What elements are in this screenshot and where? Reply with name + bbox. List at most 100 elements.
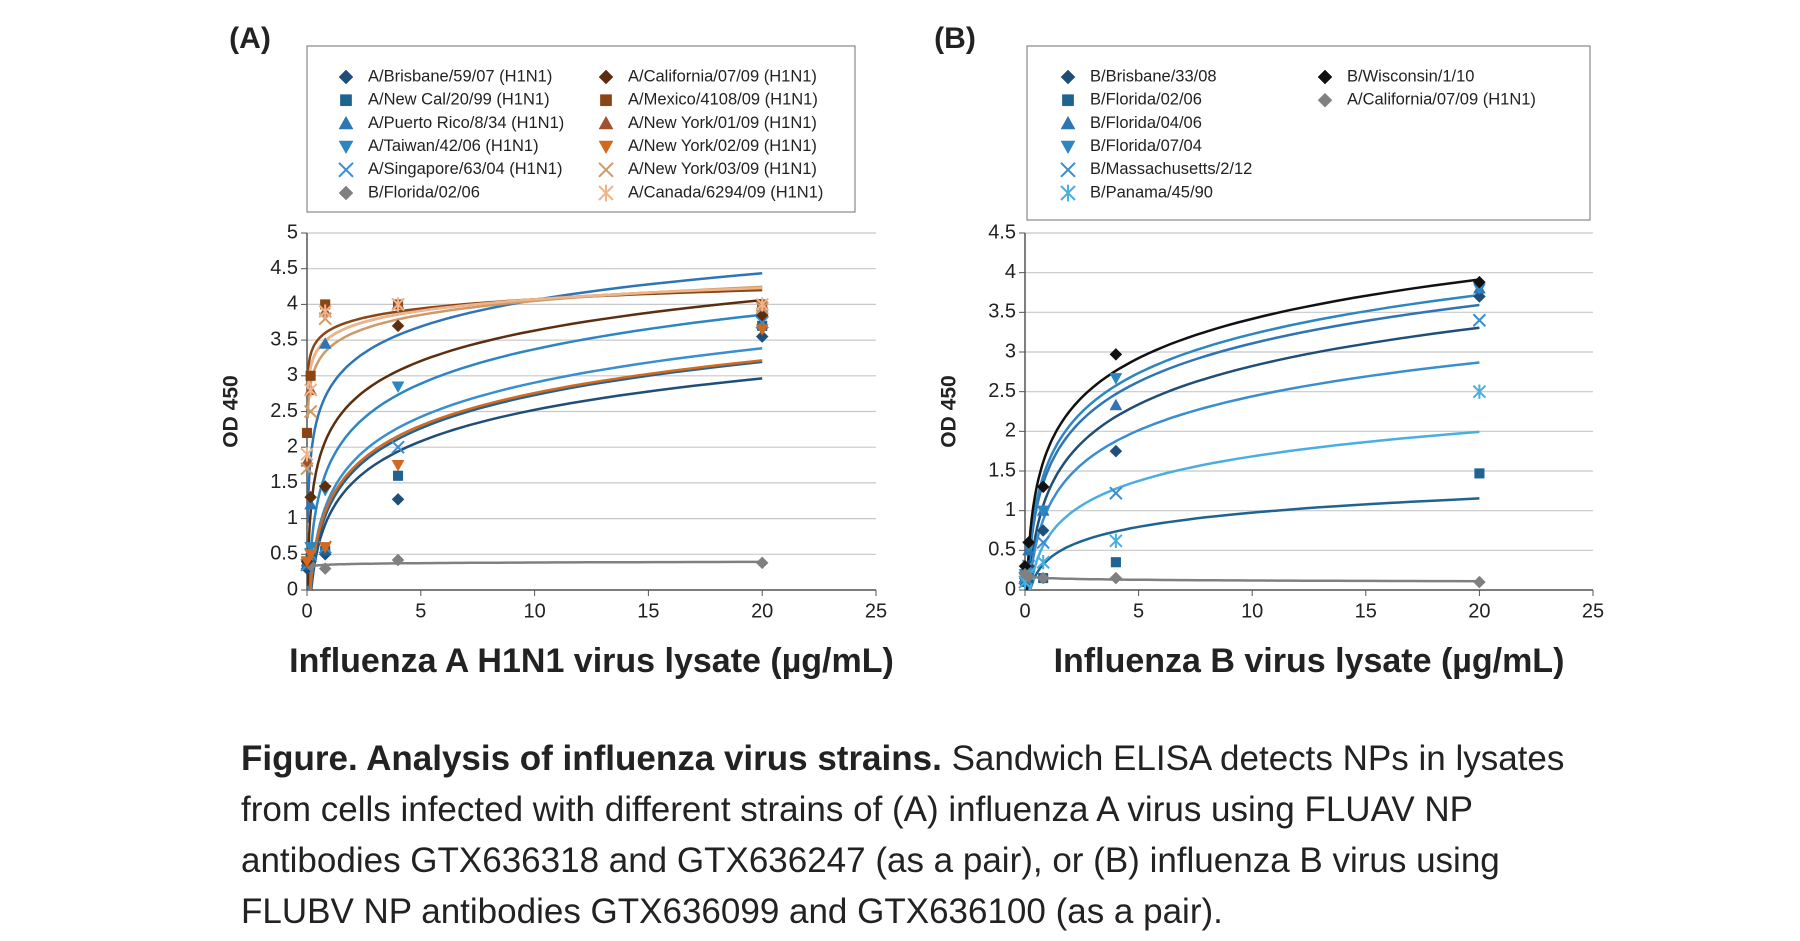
trend-line [1025,573,1480,583]
y-tick-label: 0 [1005,578,1016,600]
legend-label: A/New York/02/09 (H1N1) [628,137,817,155]
x-axis-title: Influenza A H1N1 virus lysate (µg/mL) [289,642,894,680]
data-point [1036,480,1050,494]
legend-marker [598,184,614,202]
y-tick-label: 3.5 [270,328,298,350]
data-point [1472,384,1487,399]
data-point [1473,275,1486,289]
data-point [1036,571,1050,585]
legend-marker [1060,140,1076,155]
legend-label: B/Florida/04/06 [1090,114,1202,132]
trend-line [310,377,763,590]
data-point [318,337,332,349]
y-tick-label: 2.5 [270,400,298,422]
legend-label: B/Brisbane/33/08 [1090,67,1217,85]
legend-marker [1060,162,1076,178]
data-point [318,480,332,493]
data-point [392,470,404,481]
data-point [305,370,316,381]
legend-box [1026,45,1591,221]
data-point [1036,505,1050,518]
data-point [1109,398,1123,411]
legend-label: A/California/07/09 (H1N1) [1347,91,1536,109]
x-tick-label: 20 [1468,600,1490,622]
data-point [755,556,769,570]
data-point [1109,486,1123,500]
y-axis-title: OD 450 [938,375,961,447]
trend-line [307,298,763,586]
data-point [391,492,405,506]
legend-marker [598,115,614,130]
y-tick-label: 4 [287,293,298,315]
y-tick-label: 3 [287,364,298,386]
data-point [1474,468,1485,479]
data-point [1473,575,1486,589]
data-point [1109,348,1123,361]
data-point [1110,557,1121,568]
trend-line [1028,361,1480,590]
data-point [391,553,405,567]
y-tick-label: 3.5 [988,301,1016,323]
legend-marker [1317,92,1333,108]
legend-label: B/Massachusetts/2/12 [1090,160,1252,178]
legend-marker [1060,115,1076,130]
y-tick-label: 1.5 [270,471,298,493]
legend-marker [338,162,354,178]
legend-label: B/Panama/45/90 [1090,183,1213,201]
trend-line [309,359,763,590]
data-point [301,427,313,438]
trend-line [1027,326,1480,590]
x-tick-label: 10 [523,600,545,622]
legend-marker [600,94,612,107]
data-point [1036,555,1050,570]
legend-label: A/New York/03/09 (H1N1) [628,160,817,178]
data-point [303,382,318,398]
legend-label: A/California/07/09 (H1N1) [628,67,817,85]
data-point [1036,535,1050,550]
data-point [304,549,318,561]
data-point [391,440,405,454]
legend-marker [338,140,354,155]
data-point [1022,536,1035,549]
data-point [304,490,317,504]
legend-marker [1317,69,1333,85]
legend-label: A/Canada/6294/09 (H1N1) [628,183,823,201]
panel-label: (A) [229,22,271,55]
y-tick-label: 0 [287,578,298,600]
legend-marker [598,140,614,155]
legend-label: A/Mexico/4108/09 (H1N1) [628,91,818,109]
y-tick-label: 1 [287,507,298,529]
legend-box [306,45,856,213]
data-point [1036,524,1050,537]
caption-title: Figure. Analysis of influenza virus stra… [241,739,942,778]
legend-marker [598,69,614,85]
trend-line [307,313,763,590]
figure: (A) A/Brisbane/59/07 (H1N1) A/New Cal/20/9… [220,22,1605,680]
trend-line [309,347,763,590]
legend-marker [338,115,354,130]
legend-label: B/Florida/02/06 [368,183,480,201]
data-point [300,461,314,476]
y-tick-label: 4.5 [270,257,298,279]
legend-marker [1060,69,1076,85]
y-tick-label: 0.5 [270,543,298,565]
x-tick-label: 25 [1582,600,1604,622]
x-tick-label: 15 [637,600,659,622]
y-tick-label: 3 [1005,340,1016,362]
data-point [391,297,405,312]
x-tick-label: 15 [1355,600,1377,622]
data-point [391,319,405,333]
data-point [304,497,318,510]
x-tick-label: 20 [751,600,773,622]
legend-label: B/Wisconsin/1/10 [1347,67,1474,85]
legend-marker [340,94,352,107]
legend-label: A/New York/01/09 (H1N1) [628,114,817,132]
trend-line [307,285,763,419]
trend-line [1028,430,1480,590]
data-point [755,330,769,343]
x-tick-label: 25 [865,600,887,622]
x-tick-label: 10 [1241,600,1263,622]
data-point [1109,444,1123,458]
y-tick-label: 4.5 [988,221,1016,243]
legend-label: A/Puerto Rico/8/34 (H1N1) [368,114,564,132]
